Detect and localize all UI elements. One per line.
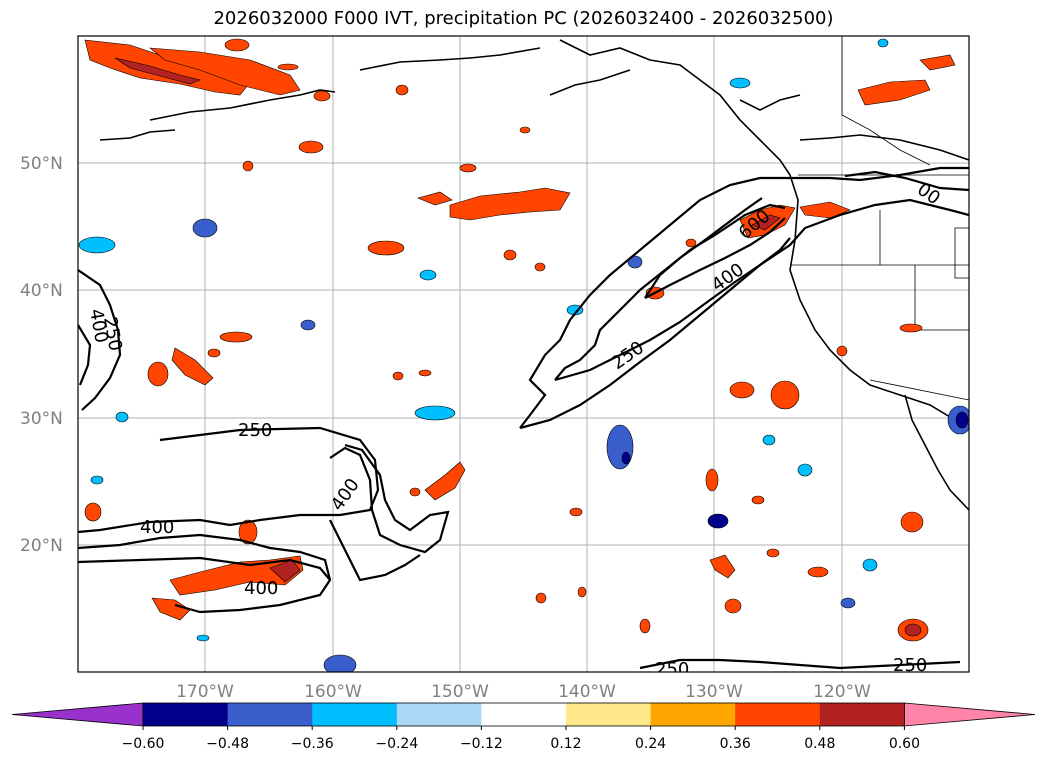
colorbar-extend-high xyxy=(904,702,1036,727)
coastlines xyxy=(99,39,969,511)
contour-label: 400 xyxy=(140,517,174,538)
colorbar-tick-label: 0.24 xyxy=(635,736,666,752)
contour-label: 250 xyxy=(238,420,272,441)
colorbar-tick-label: 0.36 xyxy=(720,736,751,752)
contour-label: 400 xyxy=(244,578,278,599)
lat-label: 30°N xyxy=(20,409,63,429)
lon-label: 140°W xyxy=(558,682,616,702)
colorbar-extend-low xyxy=(11,702,144,727)
negative-precip-shading xyxy=(78,38,969,672)
colorbar-border xyxy=(142,702,905,727)
colorbar-segment xyxy=(735,703,821,726)
colorbar-tick-label: 0.12 xyxy=(550,736,581,752)
lat-label: 50°N xyxy=(20,154,63,174)
colorbar-tick-label: −0.36 xyxy=(291,736,334,752)
lon-label: 120°W xyxy=(813,682,871,702)
colorbar-segment xyxy=(481,703,567,726)
longitude-labels: 170°W 160°W 150°W 140°W 130°W 120°W xyxy=(176,682,871,702)
colorbar-segment xyxy=(566,703,652,726)
lon-label: 160°W xyxy=(304,682,362,702)
political-borders xyxy=(790,36,969,401)
colorbar-segment xyxy=(396,703,482,726)
colorbar-tick-label: −0.24 xyxy=(375,736,418,752)
colorbar-tick-label: −0.48 xyxy=(206,736,249,752)
lon-label: 130°W xyxy=(685,682,743,702)
colorbar-segment xyxy=(819,703,905,726)
colorbar-tick-label: 0.60 xyxy=(889,736,920,752)
lat-label: 20°N xyxy=(20,536,63,556)
colorbar-tick-label: −0.60 xyxy=(122,736,165,752)
contour-label: 250 xyxy=(655,659,689,680)
map-frame xyxy=(77,35,970,673)
colorbar-segment xyxy=(227,703,313,726)
latitude-labels: 50°N 40°N 30°N 20°N xyxy=(20,154,63,556)
colorbar-tick-label: 0.48 xyxy=(804,736,835,752)
colorbar-segment xyxy=(143,703,229,726)
map-title: 2026032000 F000 IVT, precipitation PC (2… xyxy=(213,8,834,29)
colorbar: −0.60 −0.48 −0.36 −0.24 −0.12 0.12 0.24 0.36 0.4… xyxy=(11,702,1036,752)
colorbar-segment xyxy=(650,703,736,726)
lon-label: 150°W xyxy=(431,682,489,702)
colorbar-segment xyxy=(312,703,398,726)
contour-label: 250 xyxy=(893,655,927,676)
ivt-contours xyxy=(78,166,969,670)
lat-label: 40°N xyxy=(20,281,63,301)
colorbar-tick-label: −0.12 xyxy=(460,736,503,752)
positive-precip-shading xyxy=(84,38,956,642)
lon-label: 170°W xyxy=(176,682,234,702)
